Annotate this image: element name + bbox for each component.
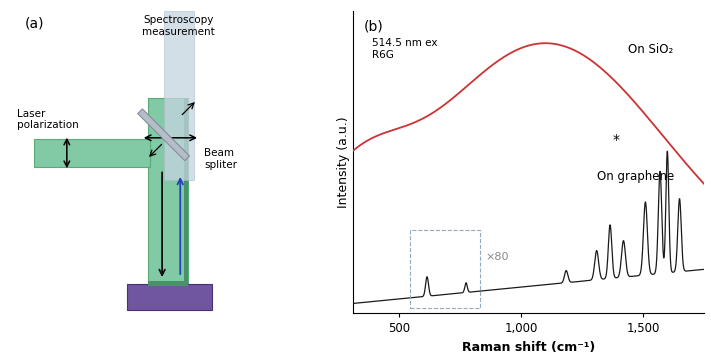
- Polygon shape: [138, 109, 189, 161]
- Bar: [149, 280, 188, 286]
- X-axis label: Raman shift (cm⁻¹): Raman shift (cm⁻¹): [461, 341, 595, 354]
- Text: On SiO₂: On SiO₂: [628, 43, 673, 56]
- Bar: [164, 11, 194, 180]
- Bar: [184, 99, 188, 286]
- Bar: [149, 99, 188, 286]
- Text: Beam
spliter: Beam spliter: [205, 148, 237, 170]
- Y-axis label: Intensity (a.u.): Intensity (a.u.): [337, 116, 351, 208]
- Text: (b): (b): [363, 20, 383, 34]
- Text: On graphene: On graphene: [597, 170, 674, 183]
- Bar: [410, 230, 480, 308]
- Text: ×80: ×80: [485, 252, 508, 261]
- Text: Spectroscopy
measurement: Spectroscopy measurement: [142, 15, 215, 37]
- Text: (a): (a): [24, 17, 44, 31]
- Bar: [33, 139, 150, 167]
- Text: *: *: [612, 134, 619, 147]
- Text: 514.5 nm ex
R6G: 514.5 nm ex R6G: [373, 38, 438, 60]
- Bar: [127, 284, 212, 310]
- Text: Laser
polarization: Laser polarization: [17, 109, 79, 130]
